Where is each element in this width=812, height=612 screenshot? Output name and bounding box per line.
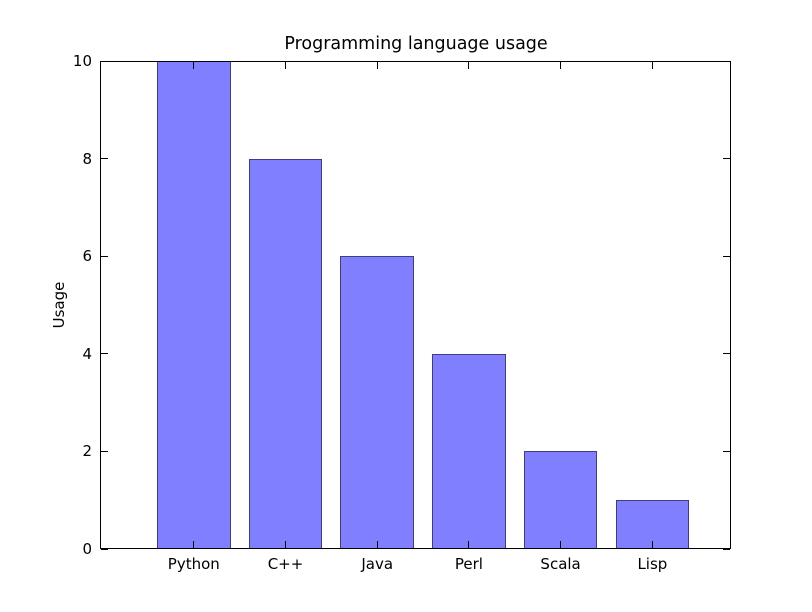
x-tick-top xyxy=(193,62,195,69)
x-tick-bottom xyxy=(651,541,653,548)
x-tick-label-java: Java xyxy=(361,555,394,573)
x-tick-label-perl: Perl xyxy=(454,555,483,573)
y-tick-left xyxy=(101,353,108,355)
x-tick-top xyxy=(651,62,653,69)
y-tick-right xyxy=(723,353,730,355)
axes-spine-right xyxy=(730,61,731,549)
y-tick-left xyxy=(101,255,108,257)
bar-perl xyxy=(432,353,506,549)
x-tick-label-python: Python xyxy=(167,555,220,573)
bar-python xyxy=(157,61,231,549)
bar-lisp xyxy=(615,500,690,549)
x-tick-bottom xyxy=(468,541,470,548)
x-tick-bottom xyxy=(285,541,286,548)
y-tick-right xyxy=(723,60,730,62)
y-tick-label-0: 0 xyxy=(82,540,92,558)
x-tick-top xyxy=(285,62,286,69)
y-tick-left xyxy=(101,60,108,62)
y-tick-right xyxy=(723,255,730,257)
chart-title: Programming language usage xyxy=(284,34,548,54)
x-tick-bottom xyxy=(560,541,562,548)
axes-spine-left xyxy=(100,61,101,549)
x-tick-label-c: C++ xyxy=(267,555,304,573)
x-tick-label-scala: Scala xyxy=(540,555,581,573)
x-tick-bottom xyxy=(193,541,195,548)
y-tick-label-2: 2 xyxy=(82,442,92,461)
bar-c xyxy=(248,158,323,549)
bar-scala xyxy=(523,451,598,549)
x-tick-top xyxy=(560,62,562,69)
y-tick-label-4: 4 xyxy=(82,344,92,363)
x-tick-label-lisp: Lisp xyxy=(637,555,668,573)
x-tick-bottom xyxy=(376,541,378,548)
y-tick-left xyxy=(101,450,108,452)
y-tick-label-6: 6 xyxy=(82,247,92,266)
axes-spine-bottom xyxy=(100,548,731,549)
y-tick-right xyxy=(723,548,730,550)
y-tick-right xyxy=(723,158,730,160)
y-tick-left xyxy=(101,548,108,550)
bar-java xyxy=(340,256,414,549)
y-tick-label-8: 8 xyxy=(82,149,92,168)
y-tick-right xyxy=(723,450,730,452)
x-tick-top xyxy=(376,62,378,69)
y-tick-label-10: 10 xyxy=(72,52,92,70)
axes-spine-top xyxy=(100,61,731,62)
x-tick-top xyxy=(468,62,470,69)
y-tick-left xyxy=(101,158,108,160)
